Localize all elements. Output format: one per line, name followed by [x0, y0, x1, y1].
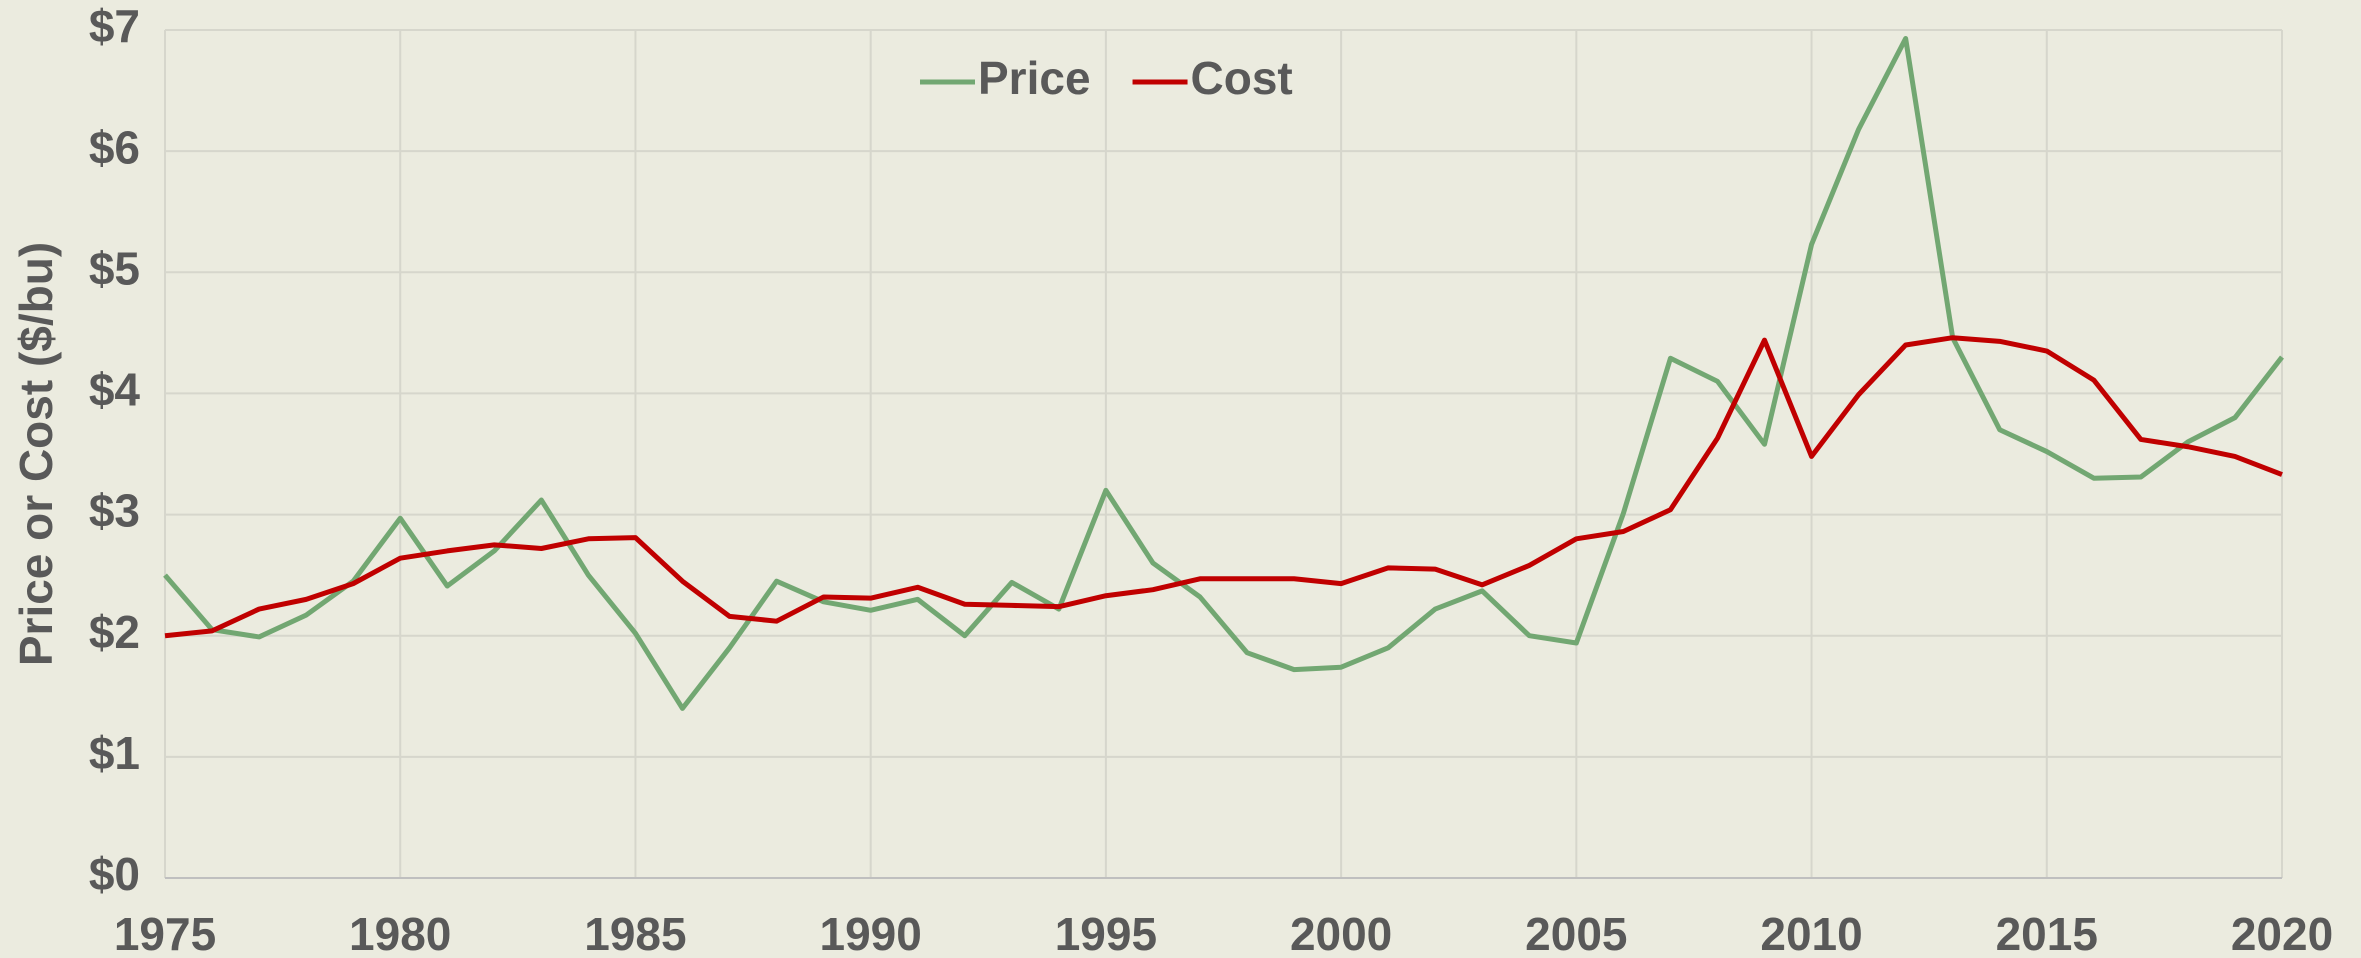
- x-tick-label: 1975: [114, 908, 216, 958]
- x-tick-label: 2015: [1996, 908, 2098, 958]
- x-tick-label: 2005: [1525, 908, 1627, 958]
- line-series: [163, 35, 2284, 711]
- y-tick-label: $0: [89, 848, 140, 900]
- x-tick-label: 2020: [2231, 908, 2333, 958]
- x-tick-label: 1995: [1055, 908, 1157, 958]
- y-tick-label: $7: [89, 0, 140, 52]
- y-tick-label: $2: [89, 606, 140, 658]
- x-tick-label: 2010: [1760, 908, 1862, 958]
- x-tick-label: 1985: [584, 908, 686, 958]
- x-tick-label: 2000: [1290, 908, 1392, 958]
- y-tick-label: $5: [89, 242, 140, 294]
- legend-label: Price: [978, 52, 1091, 104]
- line-series: [164, 335, 2283, 639]
- x-tick-label: 1990: [819, 908, 921, 958]
- y-tick-label: $1: [89, 727, 140, 779]
- y-tick-label: $4: [89, 364, 141, 416]
- legend-label: Cost: [1191, 52, 1293, 104]
- y-tick-label: $6: [89, 121, 140, 173]
- y-axis-label: Price or Cost ($/bu): [10, 242, 62, 666]
- x-tick-label: 1980: [349, 908, 451, 958]
- y-tick-label: $3: [89, 485, 140, 537]
